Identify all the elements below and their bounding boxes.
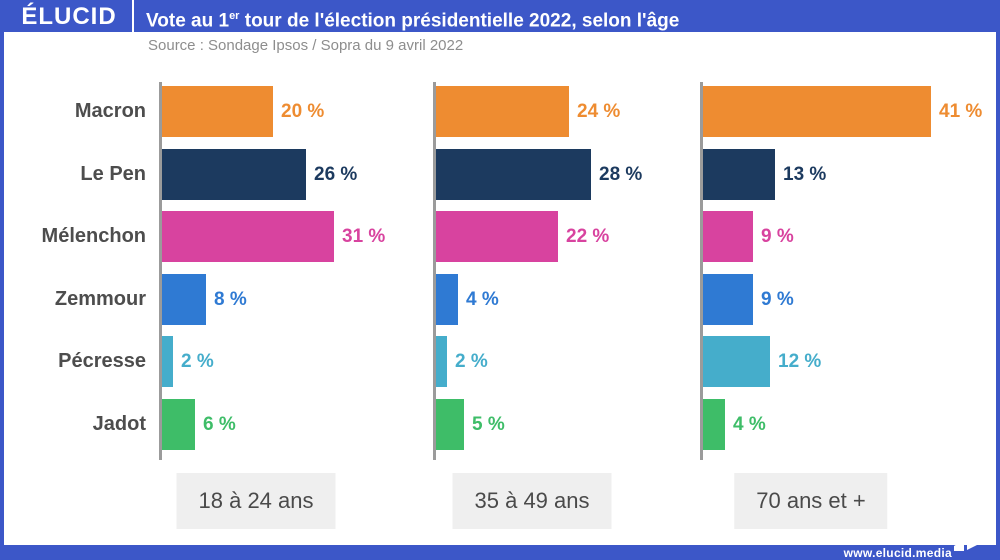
bar-value-label: 6 % xyxy=(203,414,236,435)
bar-mlenchon-group3 xyxy=(703,211,753,262)
bar-mlenchon-group1 xyxy=(162,211,334,262)
bar-pcresse-group3 xyxy=(703,336,770,387)
title-superscript: er xyxy=(229,10,240,22)
bar-mlenchon-group2 xyxy=(436,211,558,262)
bar-macron-group1 xyxy=(162,86,273,137)
footer-bar: www.elucid.media xyxy=(0,545,1000,560)
bar-zemmour-group2 xyxy=(436,274,458,325)
elucid-logo: ÉLUCID xyxy=(21,3,117,30)
elucid-flag-icon xyxy=(954,531,989,551)
header-bar: ÉLUCID Vote au 1er tour de l'élection pr… xyxy=(0,0,1000,32)
bar-jadot-group3 xyxy=(703,399,725,450)
bar-value-label: 9 % xyxy=(761,226,794,247)
candidate-label-4: Zemmour xyxy=(54,288,146,310)
candidate-label-2: Le Pen xyxy=(80,163,146,185)
bar-value-label: 24 % xyxy=(577,101,621,122)
bar-lepen-group2 xyxy=(436,149,591,200)
candidate-label-6: Jadot xyxy=(92,413,146,435)
bar-lepen-group3 xyxy=(703,149,775,200)
bar-value-label: 41 % xyxy=(939,101,983,122)
bar-value-label: 4 % xyxy=(733,414,766,435)
left-border xyxy=(0,0,4,560)
header-divider xyxy=(132,0,134,32)
candidate-label-1: Macron xyxy=(74,100,146,122)
bar-zemmour-group3 xyxy=(703,274,753,325)
axis-line-2 xyxy=(433,82,436,460)
chart-title: Vote au 1er tour de l'élection président… xyxy=(146,0,679,32)
axis-line-1 xyxy=(159,82,162,460)
bar-value-label: 22 % xyxy=(566,226,610,247)
bar-value-label: 4 % xyxy=(466,289,499,310)
title-suffix: tour de l'élection présidentielle 2022, … xyxy=(239,10,680,32)
bar-value-label: 20 % xyxy=(281,101,325,122)
age-group-label-3: 70 ans et + xyxy=(734,473,888,529)
bar-value-label: 2 % xyxy=(181,351,214,372)
bar-lepen-group1 xyxy=(162,149,306,200)
candidate-label-5: Pécresse xyxy=(58,350,146,372)
age-group-label-1: 18 à 24 ans xyxy=(176,473,336,529)
bar-macron-group3 xyxy=(703,86,931,137)
bar-value-label: 9 % xyxy=(761,289,794,310)
axis-line-3 xyxy=(700,82,703,460)
bar-macron-group2 xyxy=(436,86,569,137)
bar-pcresse-group1 xyxy=(162,336,173,387)
bar-value-label: 26 % xyxy=(314,164,358,185)
bar-zemmour-group1 xyxy=(162,274,206,325)
right-border xyxy=(996,0,1000,560)
bar-jadot-group1 xyxy=(162,399,195,450)
title-prefix: Vote au 1 xyxy=(146,10,230,32)
age-group-label-2: 35 à 49 ans xyxy=(452,473,612,529)
bar-value-label: 5 % xyxy=(472,414,505,435)
bar-value-label: 2 % xyxy=(455,351,488,372)
bar-value-label: 31 % xyxy=(342,226,386,247)
bar-value-label: 8 % xyxy=(214,289,247,310)
bar-value-label: 28 % xyxy=(599,164,643,185)
bar-value-label: 13 % xyxy=(783,164,827,185)
source-caption: Source : Sondage Ipsos / Sopra du 9 avri… xyxy=(148,37,464,54)
bar-value-label: 12 % xyxy=(778,351,822,372)
bar-pcresse-group2 xyxy=(436,336,447,387)
bar-jadot-group2 xyxy=(436,399,464,450)
website-url: www.elucid.media xyxy=(843,546,952,560)
candidate-label-3: Mélenchon xyxy=(41,225,146,247)
